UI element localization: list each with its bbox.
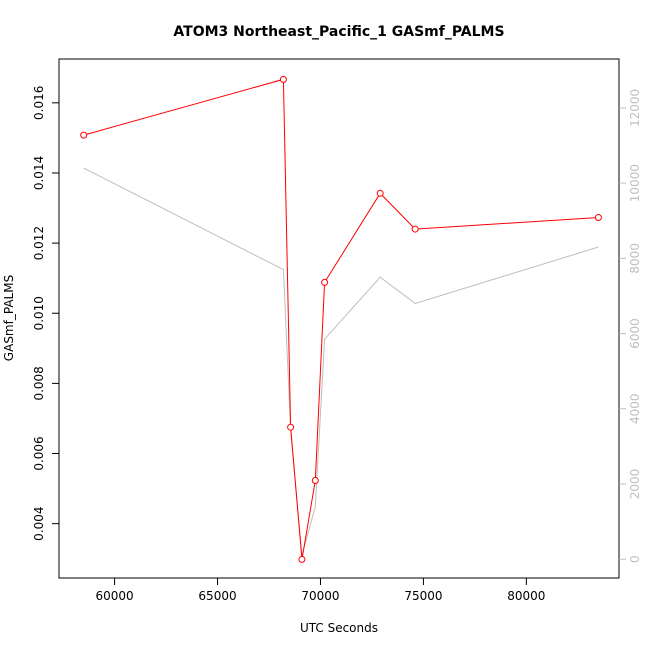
data-point bbox=[321, 278, 329, 286]
x-tick-label: 60000 bbox=[95, 589, 133, 603]
plot-frame bbox=[58, 58, 620, 579]
y2-tick-label: 12000 bbox=[628, 89, 642, 127]
data-point bbox=[411, 225, 419, 233]
x-tick-label: 80000 bbox=[507, 589, 545, 603]
y2-tick-label: 10000 bbox=[628, 164, 642, 202]
data-point bbox=[279, 75, 287, 83]
series-line-secondary bbox=[83, 167, 599, 556]
y-tick-label: 0.010 bbox=[32, 296, 46, 330]
y-tick-label: 0.012 bbox=[32, 226, 46, 260]
data-point bbox=[298, 555, 306, 563]
series-layer bbox=[80, 75, 602, 563]
x-tick-label: 75000 bbox=[404, 589, 442, 603]
y2-tick-label: 8000 bbox=[628, 243, 642, 274]
x-axis: 60000 65000 70000 75000 80000 bbox=[95, 578, 545, 603]
y2-tick-label: 4000 bbox=[628, 393, 642, 424]
x-tick-label: 65000 bbox=[198, 589, 236, 603]
data-point bbox=[376, 189, 384, 197]
data-point bbox=[311, 477, 319, 485]
y2-tick-label: 6000 bbox=[628, 318, 642, 349]
y-tick-label: 0.016 bbox=[32, 86, 46, 120]
x-axis-label: UTC Seconds bbox=[300, 621, 378, 635]
data-point bbox=[594, 214, 602, 222]
y-axis-left: 0.004 0.006 0.008 0.010 0.012 0.014 0.016 bbox=[32, 86, 59, 541]
data-point bbox=[80, 131, 88, 139]
x-tick-label: 70000 bbox=[301, 589, 339, 603]
y-axis-right: 0 2000 4000 6000 8000 10000 12000 bbox=[619, 89, 642, 563]
y-tick-label: 0.004 bbox=[32, 506, 46, 540]
y-tick-label: 0.014 bbox=[32, 156, 46, 190]
chart-title: ATOM3 Northeast_Pacific_1 GASmf_PALMS bbox=[173, 24, 504, 40]
y-tick-label: 0.006 bbox=[32, 436, 46, 470]
y-tick-label: 0.008 bbox=[32, 366, 46, 400]
data-point bbox=[287, 423, 295, 431]
y-axis-label: GASmf_PALMS bbox=[2, 275, 16, 361]
y2-tick-label: 0 bbox=[628, 555, 642, 563]
series-line-primary bbox=[83, 78, 599, 560]
y2-tick-label: 2000 bbox=[628, 469, 642, 500]
